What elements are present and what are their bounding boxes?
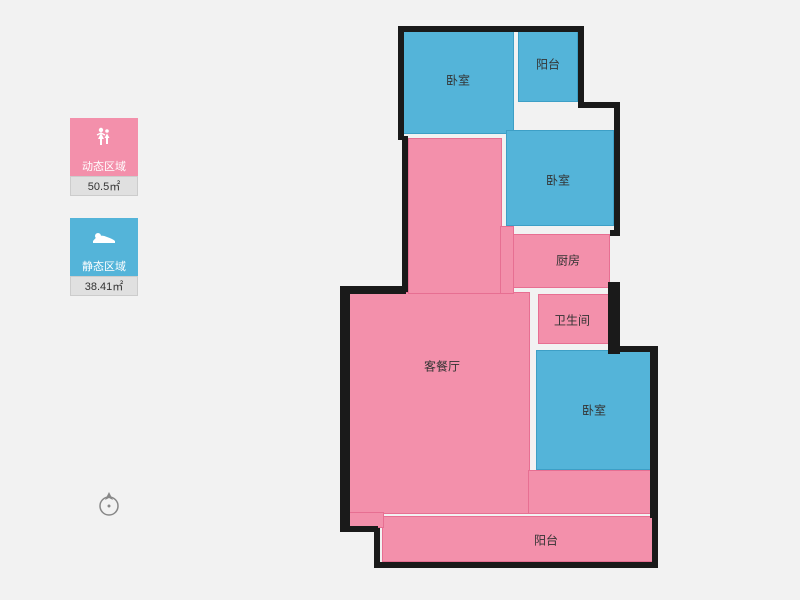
- room-living_upper: [408, 138, 502, 294]
- wall-8: [608, 346, 654, 352]
- compass-icon: [95, 490, 123, 518]
- legend-dynamic: 动态区域 50.5㎡: [70, 118, 138, 196]
- room-label-living: 客餐厅: [424, 358, 460, 375]
- legend-dynamic-value: 50.5㎡: [70, 176, 138, 196]
- wall-5: [610, 230, 620, 236]
- wall-10: [340, 286, 406, 294]
- legend-static: 静态区域 38.41㎡: [70, 218, 138, 296]
- room-balcony2: [382, 516, 654, 562]
- wall-0: [398, 26, 584, 32]
- wall-15: [652, 514, 658, 564]
- room-corridor: [528, 470, 654, 514]
- legend-dynamic-label: 动态区域: [70, 156, 138, 176]
- wall-13: [374, 528, 380, 564]
- wall-9: [340, 286, 350, 530]
- wall-1: [398, 26, 404, 140]
- room-label-bathroom: 卫生间: [554, 312, 590, 329]
- room-living_strip: [500, 226, 514, 294]
- room-label-bedroom2: 卧室: [546, 172, 570, 189]
- wall-14: [340, 526, 378, 532]
- room-label-kitchen: 厨房: [556, 252, 580, 269]
- sleep-icon: [91, 227, 117, 247]
- wall-12: [374, 562, 658, 568]
- legend-panel: 动态区域 50.5㎡ 静态区域 38.41㎡: [70, 118, 138, 318]
- dynamic-icon: [70, 118, 138, 156]
- room-living: [348, 292, 530, 514]
- static-icon: [70, 218, 138, 256]
- wall-4: [614, 102, 620, 234]
- people-icon: [92, 125, 116, 149]
- wall-6: [608, 282, 620, 354]
- wall-7: [650, 346, 658, 518]
- wall-2: [578, 26, 584, 106]
- room-label-balcony1: 阳台: [536, 56, 560, 73]
- room-label-balcony2: 阳台: [534, 532, 558, 549]
- legend-static-value: 38.41㎡: [70, 276, 138, 296]
- floorplan: 卧室阳台卧室厨房卫生间客餐厅卧室阳台: [340, 22, 660, 578]
- wall-11: [402, 136, 408, 292]
- room-label-bedroom1: 卧室: [446, 72, 470, 89]
- room-label-bedroom3: 卧室: [582, 402, 606, 419]
- legend-static-label: 静态区域: [70, 256, 138, 276]
